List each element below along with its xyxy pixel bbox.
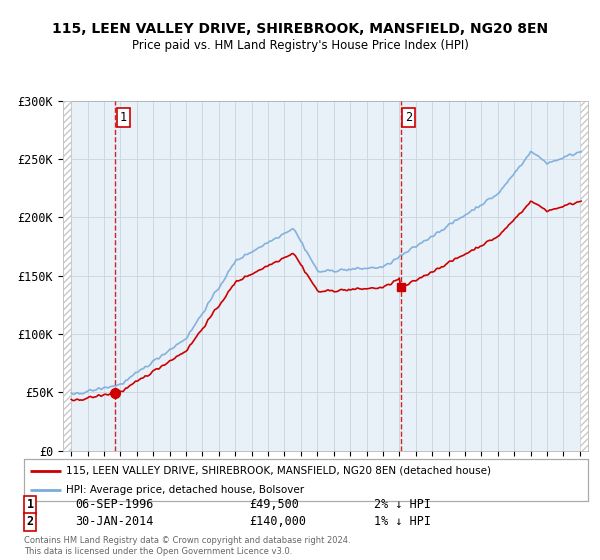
Text: 115, LEEN VALLEY DRIVE, SHIREBROOK, MANSFIELD, NG20 8EN (detached house): 115, LEEN VALLEY DRIVE, SHIREBROOK, MANS… bbox=[66, 465, 491, 475]
Text: 2: 2 bbox=[405, 111, 412, 124]
Text: 06-SEP-1996: 06-SEP-1996 bbox=[75, 498, 153, 511]
Text: 1% ↓ HPI: 1% ↓ HPI bbox=[374, 515, 431, 529]
Text: 115, LEEN VALLEY DRIVE, SHIREBROOK, MANSFIELD, NG20 8EN: 115, LEEN VALLEY DRIVE, SHIREBROOK, MANS… bbox=[52, 22, 548, 36]
Text: 1: 1 bbox=[27, 498, 34, 511]
Bar bbox=[580, 101, 588, 451]
Text: HPI: Average price, detached house, Bolsover: HPI: Average price, detached house, Bols… bbox=[66, 485, 304, 495]
Bar bbox=[63, 101, 71, 451]
Bar bbox=[580, 101, 588, 451]
Text: 2: 2 bbox=[27, 515, 34, 529]
Text: 2% ↓ HPI: 2% ↓ HPI bbox=[374, 498, 431, 511]
Text: £49,500: £49,500 bbox=[250, 498, 299, 511]
Text: Contains HM Land Registry data © Crown copyright and database right 2024.
This d: Contains HM Land Registry data © Crown c… bbox=[24, 536, 350, 556]
Text: Price paid vs. HM Land Registry's House Price Index (HPI): Price paid vs. HM Land Registry's House … bbox=[131, 39, 469, 52]
Text: £140,000: £140,000 bbox=[250, 515, 307, 529]
Bar bbox=[63, 101, 71, 451]
Text: 30-JAN-2014: 30-JAN-2014 bbox=[75, 515, 153, 529]
Text: 1: 1 bbox=[119, 111, 127, 124]
